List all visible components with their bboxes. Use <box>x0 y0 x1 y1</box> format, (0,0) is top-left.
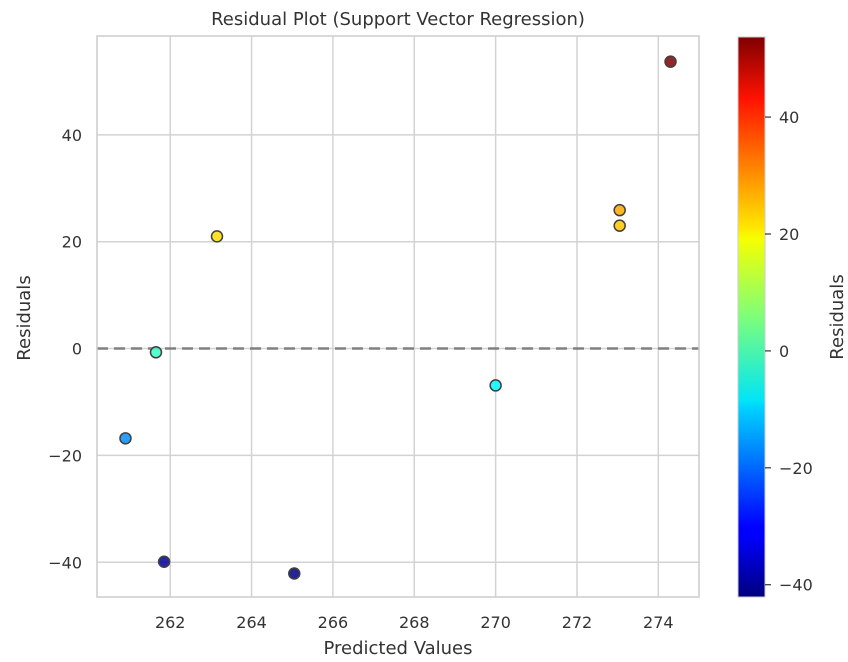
data-point <box>210 230 224 243</box>
data-point <box>288 567 301 580</box>
colorbar <box>737 36 766 598</box>
data-point <box>149 346 163 359</box>
chart-title: Residual Plot (Support Vector Regression… <box>211 9 585 30</box>
data-point <box>119 432 132 445</box>
data-point <box>489 379 502 392</box>
x-tick-label: 266 <box>318 613 349 632</box>
x-tick-label: 272 <box>562 613 593 632</box>
data-point <box>613 203 626 217</box>
data-point <box>664 55 677 68</box>
colorbar-tick-label: −20 <box>779 459 813 478</box>
colorbar-ticks: −40 −20 0 20 40 <box>765 108 813 595</box>
colorbar-tick-label: 0 <box>779 342 789 361</box>
x-tick-label: 274 <box>643 613 674 632</box>
x-axis-label: Predicted Values <box>323 638 472 659</box>
y-axis-label: Residuals <box>14 275 35 360</box>
y-tick-label: 40 <box>62 126 82 145</box>
plot-frame <box>96 35 700 598</box>
plot-area <box>97 36 699 597</box>
x-tick-label: 270 <box>480 613 511 632</box>
colorbar-tick-label: 40 <box>779 108 799 127</box>
colorbar-tick-label: 20 <box>779 225 799 244</box>
x-tick-label: 262 <box>155 613 186 632</box>
y-tick-label: 20 <box>62 233 82 252</box>
x-axis-ticks: 262 264 266 268 270 272 274 <box>155 613 674 632</box>
data-point <box>613 219 626 232</box>
colorbar-label: Residuals <box>827 274 848 359</box>
y-tick-label: −40 <box>48 553 82 572</box>
y-tick-label: 0 <box>72 340 82 359</box>
x-tick-label: 268 <box>399 613 430 632</box>
y-tick-label: −20 <box>48 446 82 465</box>
y-axis-ticks: −40 −20 0 20 40 <box>48 126 82 572</box>
data-point <box>157 555 171 568</box>
colorbar-tick-label: −40 <box>779 576 813 595</box>
x-tick-label: 264 <box>236 613 267 632</box>
data-points <box>119 55 677 580</box>
